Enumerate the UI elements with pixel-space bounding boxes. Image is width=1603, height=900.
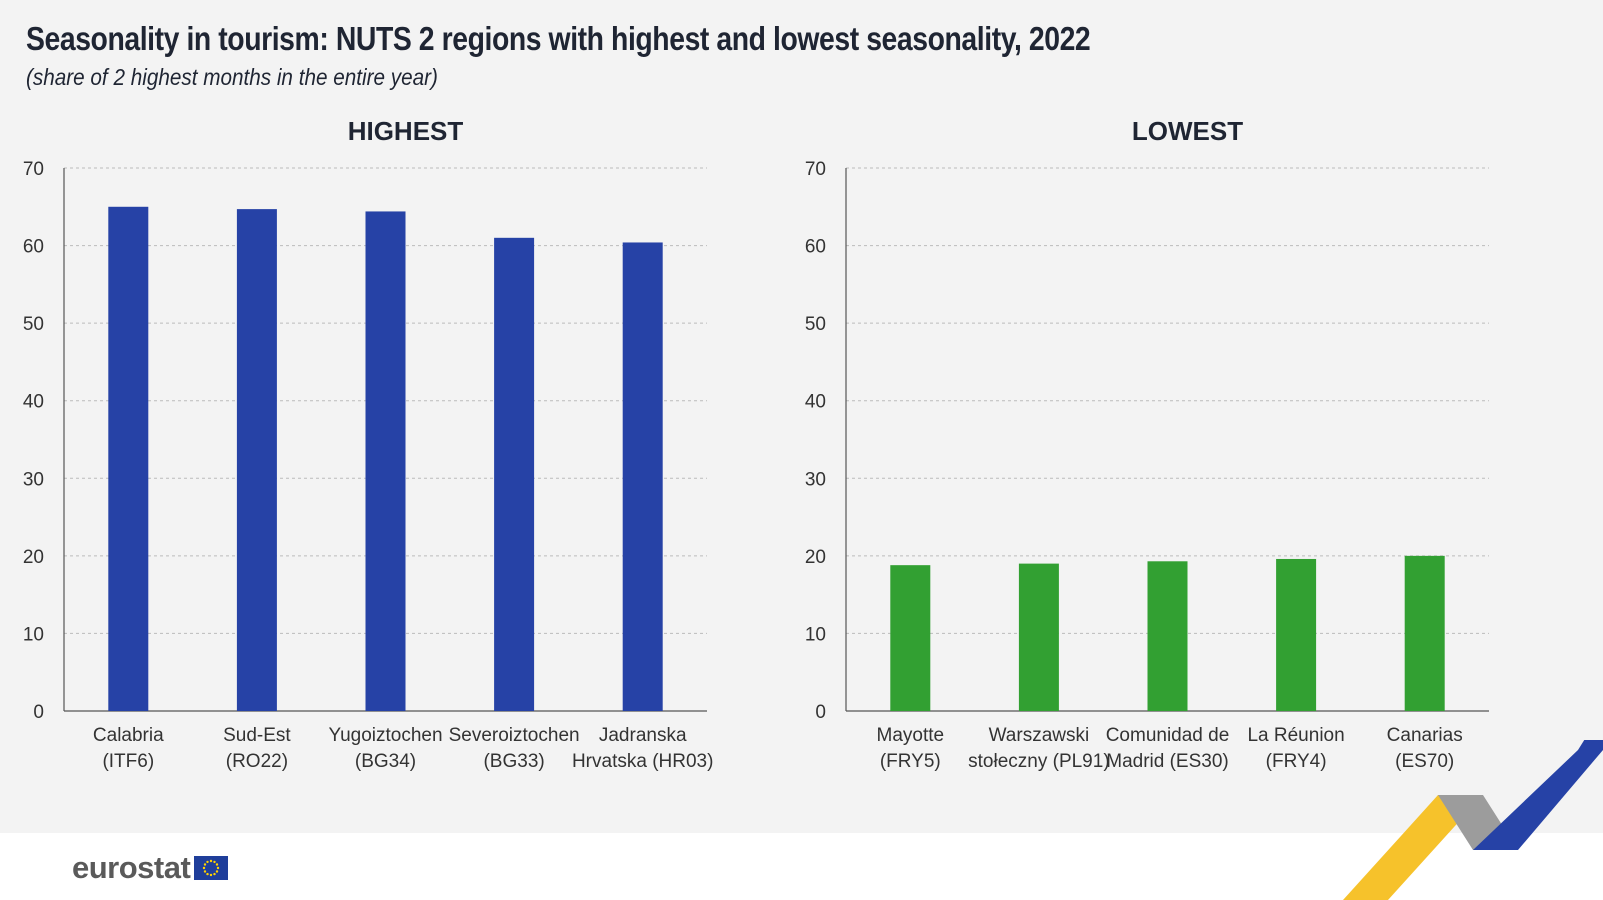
highest-y-tick-label: 20	[23, 547, 44, 568]
lowest-category-label: La Réunion	[1247, 725, 1344, 746]
page-subtitle: (share of 2 highest months in the entire…	[26, 64, 438, 90]
highest-y-tick-label: 0	[33, 702, 44, 723]
highest-chart: HIGHEST 0 10 20 30 40 50 60 70 Calabria (ITF6) Sud-…	[0, 110, 780, 800]
highest-category-label: Calabria	[93, 725, 164, 746]
lowest-y-tick-label: 20	[805, 547, 826, 568]
eurostat-logo: eurostat	[72, 850, 229, 886]
highest-bar	[236, 209, 277, 711]
highest-category-label: Jadranska	[599, 725, 687, 746]
highest-category-label: (BG33)	[483, 751, 544, 772]
lowest-chart-svg: LOWEST 0 10 20 30 40 50 60 70 Mayotte (FRY5) Warsza…	[805, 116, 1489, 772]
lowest-category-label: Comunidad de	[1106, 725, 1230, 746]
lowest-y-tick-label: 0	[815, 702, 826, 723]
highest-category-label: (ITF6)	[102, 751, 154, 772]
ribbon-yellow	[1343, 795, 1483, 900]
highest-y-tick-label: 50	[23, 314, 44, 335]
chart-panel: Seasonality in tourism: NUTS 2 regions w…	[0, 0, 1603, 833]
decorative-ribbon	[1343, 740, 1603, 900]
lowest-category-label: Canarias	[1387, 725, 1463, 746]
highest-category-label: (BG34)	[355, 751, 416, 772]
lowest-bar	[1404, 555, 1445, 711]
eurostat-wordmark: eurostat	[72, 850, 191, 885]
lowest-category-label: stołeczny (PL91)	[968, 751, 1110, 772]
highest-category-label: Sud-Est	[223, 725, 291, 746]
highest-bar	[494, 237, 535, 712]
lowest-category-label: (ES70)	[1395, 751, 1454, 772]
eu-flag-icon	[194, 856, 229, 880]
lowest-y-tick-label: 10	[805, 624, 826, 645]
highest-bar	[108, 206, 149, 711]
highest-chart-title: HIGHEST	[348, 116, 464, 146]
highest-bar	[622, 242, 663, 711]
lowest-chart-title: LOWEST	[1132, 116, 1243, 146]
lowest-category-label: (FRY4)	[1266, 751, 1327, 772]
lowest-bar	[1276, 558, 1317, 711]
highest-category-label: Severoiztochen	[449, 725, 580, 746]
lowest-category-label: Madrid (ES30)	[1106, 751, 1229, 772]
lowest-bar	[1147, 561, 1188, 711]
page-title: Seasonality in tourism: NUTS 2 regions w…	[26, 20, 1091, 57]
highest-y-tick-label: 60	[23, 237, 44, 258]
highest-category-label: (RO22)	[226, 751, 288, 772]
lowest-y-tick-label: 70	[805, 159, 826, 180]
lowest-category-label: (FRY5)	[880, 751, 941, 772]
lowest-y-tick-label: 60	[805, 237, 826, 258]
highest-chart-svg: HIGHEST 0 10 20 30 40 50 60 70 Calabria (ITF6) Sud-…	[23, 116, 714, 772]
highest-category-label: Yugoiztochen	[328, 725, 442, 746]
highest-category-label: Hrvatska (HR03)	[572, 751, 713, 772]
lowest-bar	[890, 565, 931, 711]
lowest-y-tick-label: 40	[805, 392, 826, 413]
lowest-bar	[1018, 563, 1059, 711]
lowest-chart: LOWEST 0 10 20 30 40 50 60 70 Mayotte (FRY5) Warsza…	[782, 110, 1562, 800]
highest-y-tick-label: 70	[23, 159, 44, 180]
highest-y-tick-label: 30	[23, 469, 44, 490]
lowest-y-tick-label: 50	[805, 314, 826, 335]
highest-y-tick-label: 40	[23, 392, 44, 413]
lowest-y-tick-label: 30	[805, 469, 826, 490]
lowest-category-label: Mayotte	[877, 725, 945, 746]
lowest-category-label: Warszawski	[989, 725, 1090, 746]
highest-bar	[365, 211, 406, 711]
ribbon-blue	[1473, 740, 1603, 850]
highest-y-tick-label: 10	[23, 624, 44, 645]
